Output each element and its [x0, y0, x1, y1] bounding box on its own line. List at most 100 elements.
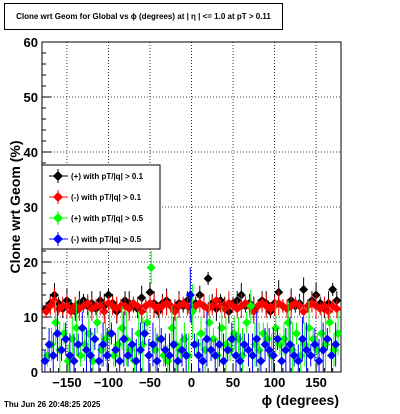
data-point: [202, 334, 212, 344]
data-point: [119, 334, 129, 344]
data-point: [271, 323, 281, 333]
data-point: [268, 351, 278, 360]
data-point: [140, 329, 150, 338]
data-point: [324, 307, 334, 316]
y-axis-label: Clone wrt Geom (%): [7, 140, 23, 273]
data-point: [304, 323, 314, 333]
data-point: [115, 356, 125, 366]
data-point: [131, 356, 141, 366]
data-point: [264, 345, 274, 355]
data-point: [316, 329, 326, 338]
data-point: [246, 301, 256, 311]
data-point: [181, 351, 191, 360]
data-point: [62, 301, 72, 311]
data-point: [220, 304, 230, 314]
data-point: [243, 345, 253, 355]
x-tick-label: −100: [94, 375, 123, 390]
data-point: [198, 356, 208, 366]
data-point: [306, 351, 316, 360]
data-point: [137, 293, 147, 303]
data-point: [144, 351, 154, 360]
data-point: [71, 323, 81, 333]
data-point: [252, 334, 262, 344]
data-point: [318, 345, 328, 355]
data-point: [117, 323, 127, 333]
x-tick-label: −150: [52, 375, 81, 390]
data-point: [293, 356, 303, 366]
data-point: [61, 334, 71, 344]
data-point: [90, 334, 100, 344]
data-point: [297, 334, 307, 344]
data-point: [160, 345, 170, 355]
data-point: [211, 296, 221, 305]
data-point: [235, 356, 245, 366]
data-point: [156, 334, 166, 344]
series-4: [40, 267, 341, 372]
data-point: [165, 351, 175, 360]
data-point: [196, 329, 206, 338]
y-tick-label: 30: [24, 200, 38, 215]
data-point: [40, 356, 50, 366]
data-point: [314, 356, 324, 366]
data-point: [69, 356, 79, 366]
data-point: [283, 318, 293, 327]
chart-title: Clone wrt Geom for Global vs ϕ (degrees)…: [4, 3, 283, 30]
legend-marker: [53, 234, 63, 244]
data-series: [40, 251, 343, 372]
data-point: [41, 307, 51, 316]
legend-marker: [53, 213, 63, 223]
data-point: [310, 340, 320, 349]
data-point: [189, 340, 199, 349]
legend-item: (+) with pT/|q| > 0.5: [49, 211, 144, 225]
data-point: [152, 356, 162, 366]
timestamp: Thu Jun 26 20:48:25 2025: [4, 400, 101, 409]
data-point: [281, 345, 291, 355]
legend-marker: [53, 192, 63, 202]
x-tick-label: 150: [305, 375, 327, 390]
data-point: [260, 340, 270, 349]
data-point: [98, 340, 108, 349]
data-point: [102, 351, 112, 360]
y-tick-label: 60: [24, 35, 38, 50]
x-tick-label: 0: [188, 375, 195, 390]
data-point: [86, 351, 96, 360]
data-point: [137, 307, 147, 316]
data-point: [203, 274, 213, 283]
legend-item: (-) with pT/|q| > 0.5: [49, 232, 142, 246]
data-point: [227, 334, 237, 344]
data-point: [57, 345, 67, 355]
data-point: [106, 329, 116, 338]
data-point: [332, 304, 342, 314]
data-point: [239, 340, 249, 349]
data-point: [51, 318, 61, 327]
data-point: [273, 334, 283, 344]
data-point: [331, 340, 341, 349]
legend-item: (+) with pT/|q| > 0.1: [49, 169, 144, 183]
y-tick-label: 0: [31, 365, 38, 380]
data-point: [328, 285, 338, 294]
data-point: [207, 301, 217, 311]
data-point: [223, 345, 233, 355]
legend-label: (+) with pT/|q| > 0.1: [71, 172, 144, 181]
data-point: [48, 351, 58, 360]
data-point: [66, 307, 76, 316]
axes: −150 −100 −50 0 50 100 150 0 10 20 30 40 50 60: [24, 35, 342, 390]
data-point: [133, 301, 143, 311]
x-axis-label: ϕ (degrees): [262, 392, 339, 408]
data-point: [206, 345, 216, 355]
data-point: [325, 318, 335, 327]
legend-label: (-) with pT/|q| > 0.1: [71, 193, 142, 202]
y-tick-label: 20: [24, 255, 38, 270]
data-point: [146, 263, 156, 272]
data-point: [289, 351, 299, 360]
data-point: [214, 340, 224, 349]
data-point: [81, 345, 91, 355]
data-point: [77, 323, 87, 333]
data-point: [173, 356, 183, 366]
data-point: [242, 318, 252, 327]
data-point: [73, 340, 83, 349]
series-2: [41, 288, 342, 324]
data-point: [294, 301, 304, 311]
data-point: [65, 351, 75, 360]
